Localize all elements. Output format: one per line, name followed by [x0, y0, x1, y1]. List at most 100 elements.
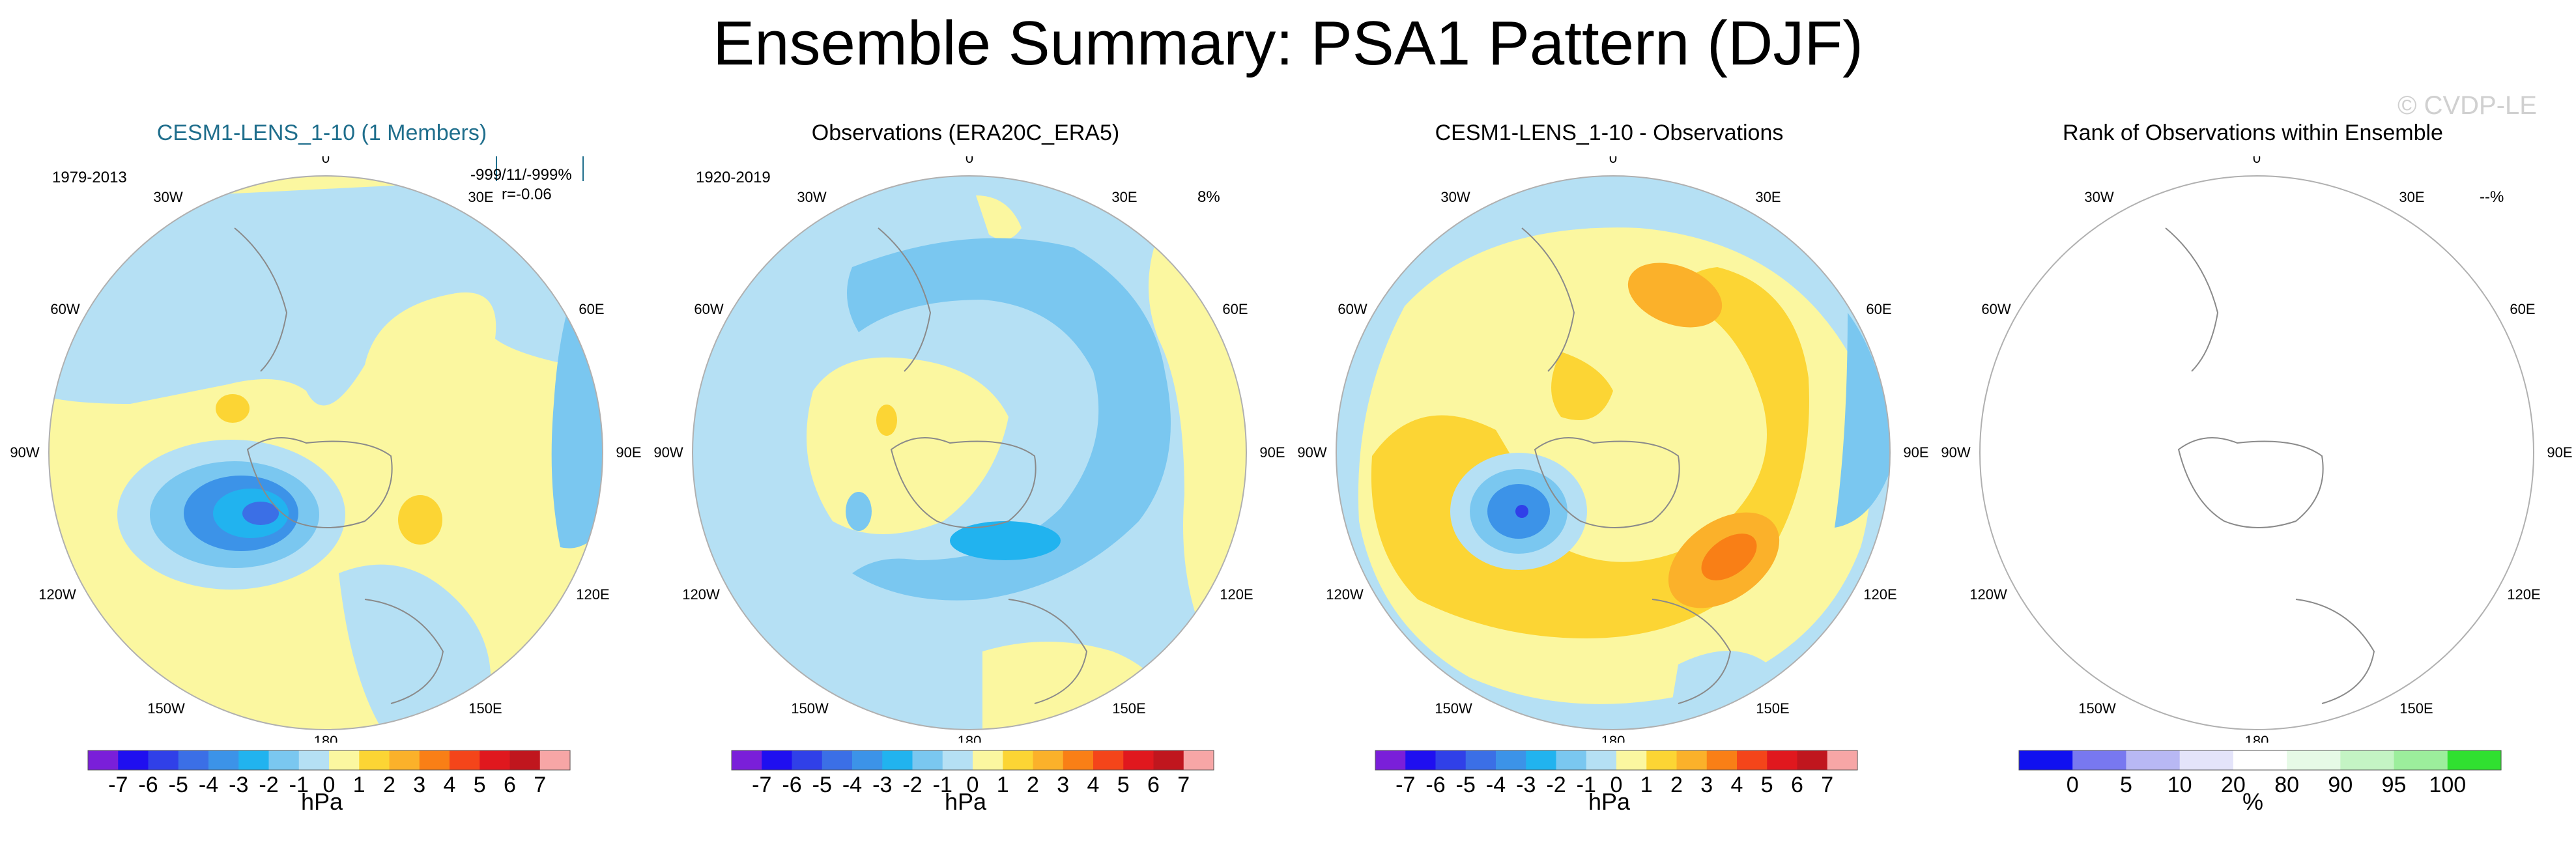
colorbar-swatch: [1405, 750, 1437, 770]
colorbar-swatch: [148, 750, 179, 770]
page-title: Ensemble Summary: PSA1 Pattern (DJF): [713, 8, 1863, 78]
lon-label: 120W: [1326, 586, 1364, 603]
colorbar-tick-label: 90: [2328, 773, 2353, 795]
colorbar-tick-label: -4: [842, 773, 862, 795]
contour-fill-negative-1-2: [551, 313, 603, 549]
colorbar-swatch: [912, 750, 943, 770]
lon-label: 60E: [1222, 301, 1248, 317]
colorbar-swatch: [419, 750, 450, 770]
contour-fill-positive-2-3: [1627, 263, 1723, 328]
colorbar-swatch: [539, 750, 571, 770]
colorbar-swatch: [298, 750, 330, 770]
lon-label: 0: [1609, 156, 1617, 166]
map-boundary: [1979, 175, 2534, 730]
lon-label: 0: [966, 156, 973, 166]
colorbar-tick-label: 1: [1640, 773, 1653, 795]
polar-map: 0 30E 60E 90E 120E 150E 180 150W 120W 90…: [1941, 156, 2572, 743]
contour-fill-positive-0-1: [976, 195, 1022, 240]
colorbar-swatch: [1375, 750, 1406, 770]
contour-fill-negative-1-2: [1835, 313, 1890, 528]
colorbar-tick-label: 1: [353, 773, 365, 795]
contour-fill-positive-1-2: [216, 394, 250, 423]
colorbar-swatch: [1706, 750, 1738, 770]
contour-fill-negative-1-2: [847, 238, 1171, 601]
lon-label: 180: [314, 733, 338, 743]
contour-fill-negative-0-1: [1665, 651, 1782, 730]
colorbar-tick-label: 0: [967, 773, 979, 795]
lon-label: 60E: [1866, 301, 1891, 317]
colorbar-swatch: [942, 750, 973, 770]
lon-label: 90W: [1297, 444, 1326, 461]
lon-label: 60E: [579, 301, 604, 317]
colorbar-swatch: [479, 750, 511, 770]
australia-outline: [1008, 599, 1088, 704]
colorbar-tick-label: -1: [933, 773, 952, 795]
lon-label: 30E: [1755, 189, 1781, 205]
colorbar-tick-label: 7: [1177, 773, 1190, 795]
lon-label: 150W: [791, 700, 829, 717]
colorbar-swatch: [329, 750, 360, 770]
colorbar-tick-label: 6: [1791, 773, 1803, 795]
colorbar-tick-label: -6: [138, 773, 158, 795]
australia-outline: [364, 599, 444, 704]
colorbar-tick-label: -3: [1516, 773, 1536, 795]
contour-fill-positive-1-2: [876, 405, 897, 436]
lon-label: 150E: [2399, 700, 2433, 717]
lon-label: 150E: [1112, 700, 1145, 717]
panel-difference: CESM1-LENS_1-10 - Observations 0 30E 60E…: [1287, 111, 1931, 834]
lon-label: 120E: [576, 586, 609, 603]
polar-map: 0 30E 60E 90E 120E 150E 180 150W 120W 90…: [1297, 156, 1928, 743]
colorbar-frame: [87, 750, 571, 771]
colorbar-tick-label: 2: [1027, 773, 1039, 795]
colorbar-swatch: [268, 750, 300, 770]
colorbar-frame: [1375, 750, 1858, 771]
colorbar-tick-label: 1: [997, 773, 1009, 795]
colorbar-tick-label: -4: [1486, 773, 1506, 795]
lon-label: 60W: [1981, 301, 2011, 317]
colorbar-tick-label: -7: [108, 773, 128, 795]
colorbar: -7 -6 -5 -4 -3 -2 -1 0 1 2 3 4 5 6 7: [1375, 750, 1858, 795]
panel-observations: Observations (ERA20C_ERA5) 0 30E 60E 90E…: [644, 111, 1287, 834]
panel-title: Rank of Observations within Ensemble: [2063, 121, 2443, 145]
colorbar-swatch: [2287, 750, 2341, 770]
lon-label: 30E: [1111, 189, 1137, 205]
colorbar-swatch: [2340, 750, 2395, 770]
map-boundary: [1336, 175, 1891, 730]
colorbar-tick-label: -3: [229, 773, 248, 795]
stat-line-1: -999/11/-999%: [470, 166, 572, 184]
colorbar-frame: [2018, 750, 2502, 771]
colorbar-tick-label: -6: [1425, 773, 1445, 795]
colorbar-swatch: [1737, 750, 1767, 770]
percent-label: 8%: [1197, 188, 1220, 206]
panel-model: CESM1-LENS_1-10 (1 Members) 0 30E 60E 90…: [0, 111, 644, 834]
colorbar-swatch: [1153, 750, 1184, 770]
colorbar-swatch: [2179, 750, 2234, 770]
colorbar-tick-label: 2: [1670, 773, 1683, 795]
lon-label: 180: [958, 733, 982, 743]
colorbar-tick-label: 0: [2067, 773, 2079, 795]
lon-label: 90E: [2547, 444, 2572, 461]
colorbar-swatch: [2394, 750, 2448, 770]
contour-fill-negative-0-1: [49, 182, 603, 406]
colorbar-frame: [731, 750, 1214, 771]
lon-label: 120E: [1863, 586, 1896, 603]
lon-label: 150W: [1435, 700, 1472, 717]
colorbar-tick-label: 10: [2168, 773, 2192, 795]
contour-fill-negative-4-5: [242, 502, 279, 525]
colorbar-swatch: [208, 750, 239, 770]
contour-fill-negative-2-3: [950, 521, 1061, 560]
lon-label: 60E: [2510, 301, 2535, 317]
colorbar-tick-label: 4: [1731, 773, 1743, 795]
colorbar-tick-label: 6: [1147, 773, 1160, 795]
lon-label: 90W: [1941, 444, 1970, 461]
percent-label: --%: [2480, 188, 2504, 206]
colorbar-tick-label: 5: [2120, 773, 2132, 795]
panel-title: CESM1-LENS_1-10 - Observations: [1435, 121, 1784, 145]
australia-outline: [1652, 599, 1732, 704]
lon-label: 90W: [653, 444, 683, 461]
lon-label: 30W: [2084, 189, 2113, 205]
lon-label: 90E: [1903, 444, 1928, 461]
south-america-outline: [2165, 227, 2219, 372]
colorbar-swatch: [792, 750, 823, 770]
colorbar-swatch: [1556, 750, 1587, 770]
